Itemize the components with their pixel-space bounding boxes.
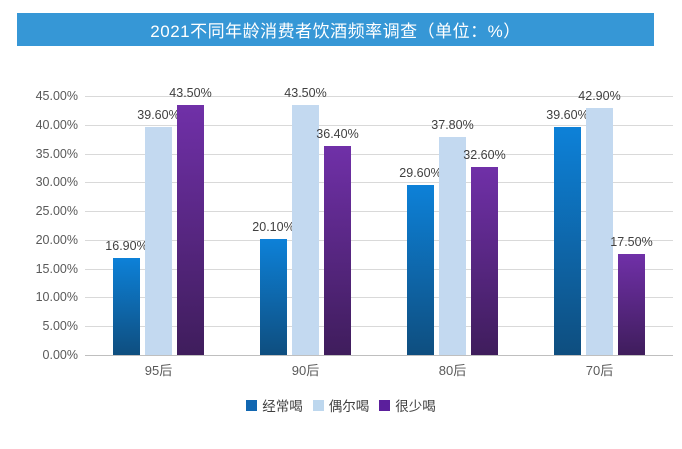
bar-很少喝-95后: 43.50%	[169, 86, 212, 355]
gridline	[85, 268, 673, 270]
bar-偶尔喝-90后: 43.50%	[284, 86, 327, 355]
data-label: 32.60%	[463, 148, 506, 163]
x-tick-label-80后: 80后	[438, 363, 467, 378]
y-tick-label: 35.00%	[35, 146, 78, 161]
x-tick-label-95后: 95后	[144, 363, 173, 378]
x-axis-line	[85, 355, 673, 356]
legend-item-很少喝: 很少喝	[379, 395, 436, 415]
y-tick-label: 45.00%	[35, 89, 78, 103]
bar-很少喝-90后: 36.40%	[316, 127, 359, 355]
y-tick-label: 0.00%	[42, 348, 78, 362]
legend: 经常喝 偶尔喝 很少喝	[0, 395, 682, 415]
y-tick-label: 20.00%	[35, 232, 78, 247]
y-tick-label: 30.00%	[35, 175, 78, 190]
legend-item-偶尔喝: 偶尔喝	[312, 395, 370, 415]
legend-swatch-icon	[379, 399, 391, 411]
bar-经常喝-90后: 20.10%	[252, 220, 295, 355]
legend-swatch-icon	[312, 399, 324, 411]
gridline	[85, 153, 673, 155]
data-label: 29.60%	[399, 165, 442, 180]
plot-area: 16.90% 39.60% 43.50% 20.10% 43.50% 36.40% 29.6…	[85, 86, 673, 356]
data-label: 37.80%	[431, 118, 474, 133]
data-label: 36.40%	[316, 126, 359, 141]
bar-偶尔喝-70后: 42.90%	[578, 89, 621, 355]
data-label: 17.50%	[610, 235, 653, 250]
data-label: 43.50%	[169, 85, 212, 100]
bar-很少喝-70后: 17.50%	[610, 235, 653, 355]
bar-经常喝-70后: 39.60%	[546, 108, 589, 355]
bar-group-90后: 20.10% 43.50% 36.40%	[232, 86, 379, 355]
data-label: 42.90%	[578, 89, 621, 104]
legend-label: 偶尔喝	[328, 399, 370, 414]
x-axis: 95后 90后 80后 70后	[85, 360, 673, 380]
legend-label: 经常喝	[262, 399, 303, 414]
gridline	[85, 297, 673, 299]
y-axis: 0.00% 5.00% 10.00% 15.00% 20.00% 25.00% 30.00%…	[0, 89, 78, 362]
gridline	[85, 124, 673, 126]
chart-title: 2021不同年龄消费者饮酒频率调查（单位：%）	[150, 22, 521, 41]
gridline	[85, 211, 673, 213]
bar-经常喝-80后: 29.60%	[399, 166, 442, 355]
bar-经常喝-95后: 16.90%	[105, 239, 148, 355]
gridline	[85, 182, 673, 184]
x-tick-label-70后: 70后	[585, 363, 614, 378]
y-tick-label: 10.00%	[35, 290, 78, 305]
gridline	[85, 96, 673, 97]
y-tick-label: 25.00%	[35, 204, 78, 219]
chart-title-banner: 2021不同年龄消费者饮酒频率调查（单位：%）	[17, 13, 654, 46]
y-tick-label: 5.00%	[42, 319, 78, 334]
legend-item-经常喝: 经常喝	[246, 395, 303, 415]
y-tick-label: 15.00%	[35, 261, 78, 276]
data-label: 43.50%	[284, 85, 327, 100]
legend-label: 很少喝	[395, 399, 436, 414]
bar-很少喝-80后: 32.60%	[463, 148, 506, 355]
data-label: 39.60%	[546, 108, 589, 123]
bar-偶尔喝-80后: 37.80%	[431, 118, 474, 355]
bar-偶尔喝-95后: 39.60%	[137, 108, 180, 355]
x-tick-label-90后: 90后	[291, 363, 320, 378]
data-label: 20.10%	[252, 220, 295, 235]
bar-group-95后: 16.90% 39.60% 43.50%	[85, 86, 232, 355]
legend-swatch-icon	[246, 399, 258, 411]
bar-group-80后: 29.60% 37.80% 32.60%	[379, 96, 526, 355]
data-label: 39.60%	[137, 108, 180, 123]
gridline	[85, 326, 673, 328]
y-tick-label: 40.00%	[35, 117, 78, 132]
bar-group-70后: 39.60% 42.90% 17.50%	[526, 89, 673, 355]
data-label: 16.90%	[105, 238, 148, 253]
gridline	[85, 239, 673, 241]
